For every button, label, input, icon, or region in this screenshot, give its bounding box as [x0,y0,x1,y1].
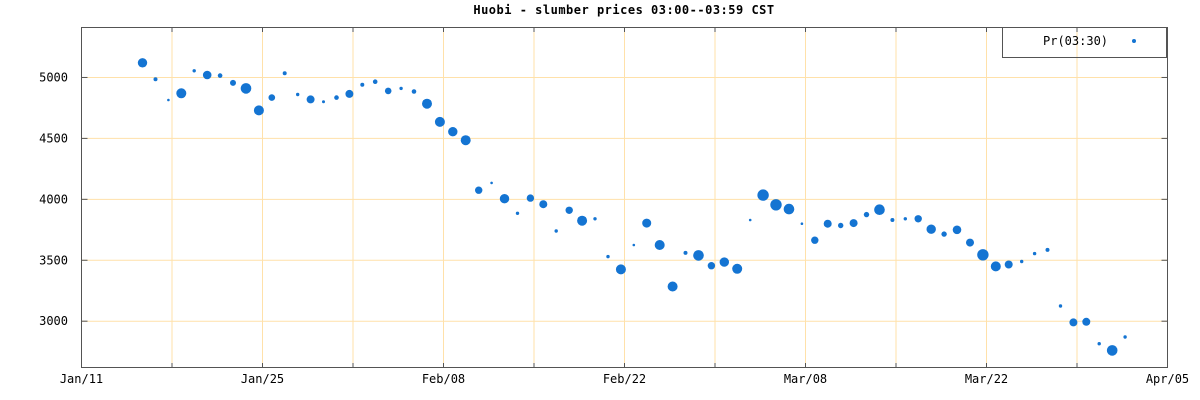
data-point [823,219,832,228]
data-point [1106,345,1118,356]
x-tick-label: Jan/11 [60,372,103,386]
data-point [632,243,636,247]
data-point [399,86,403,91]
data-point [526,194,535,202]
data-point [977,249,989,261]
data-point [475,186,483,194]
x-tick-label: Apr/05 [1146,372,1189,386]
data-point [654,240,665,250]
data-point [683,250,688,255]
data-point [202,70,212,80]
chart-title: Huobi - slumber prices 03:00--03:59 CST [473,3,775,17]
data-point [770,199,782,211]
data-point [167,98,170,102]
data-point [966,238,974,247]
data-point [1069,318,1078,327]
data-point [874,204,885,215]
data-point [448,127,458,137]
x-tick-label: Mar/08 [784,372,827,386]
data-point [422,98,432,109]
x-tick-label: Mar/22 [965,372,1008,386]
data-point [554,229,558,233]
data-point [1045,247,1050,252]
data-point [253,105,264,116]
data-point [952,225,962,235]
data-point [642,218,652,228]
data-point [1123,335,1127,339]
data-point [240,83,252,94]
data-point [593,217,597,221]
y-tick-label: 4500 [39,131,68,145]
y-tick-label: 3000 [39,314,68,328]
data-point [539,200,548,209]
data-point [306,95,315,104]
data-point [411,89,417,94]
data-point [903,217,907,221]
data-point [783,203,795,215]
data-point [499,194,510,204]
data-point [137,58,148,68]
data-point [719,257,729,267]
y-tick-label: 4000 [39,192,68,206]
data-point [282,71,287,76]
data-point [153,77,158,82]
data-point [693,250,704,261]
data-point [268,94,276,101]
data-point [757,189,769,201]
data-point [1058,304,1063,308]
data-point [372,79,378,84]
data-point [1004,260,1013,269]
data-point [345,89,354,98]
data-point [863,211,870,218]
data-point [1082,317,1091,326]
data-point [434,116,445,127]
x-tick-label: Feb/22 [603,372,646,386]
data-point [230,79,236,86]
data-point [176,88,187,99]
data-point [296,92,300,97]
data-point [667,281,678,292]
data-point [707,262,716,270]
data-point [192,69,196,73]
data-point [334,95,339,100]
data-point [890,218,895,222]
data-point [322,100,325,104]
data-point [914,215,922,223]
data-point [615,264,626,275]
data-point [606,254,610,259]
x-tick-label: Feb/08 [422,372,465,386]
data-point [849,219,858,228]
y-tick-label: 3500 [39,253,68,267]
legend: Pr(03:30) [1002,27,1167,58]
x-tick-label: Jan/25 [241,372,284,386]
data-point [1097,342,1101,346]
data-point [811,236,819,244]
data-point [838,222,844,229]
data-point [990,261,1001,272]
data-point [926,224,936,234]
data-point [490,181,493,185]
y-tick-label: 5000 [39,70,68,84]
data-point [800,222,804,225]
data-point [360,82,365,87]
legend-marker-dot [1132,39,1136,43]
data-point [577,215,588,226]
data-point [748,218,752,222]
data-point [1032,251,1037,256]
data-point [217,73,223,78]
data-point [941,231,947,237]
data-point [565,206,573,214]
data-point [384,87,392,95]
legend-label: Pr(03:30) [1043,34,1109,48]
data-point [732,263,743,274]
data-point [460,135,471,146]
data-point [1020,259,1024,264]
data-point [515,211,520,215]
